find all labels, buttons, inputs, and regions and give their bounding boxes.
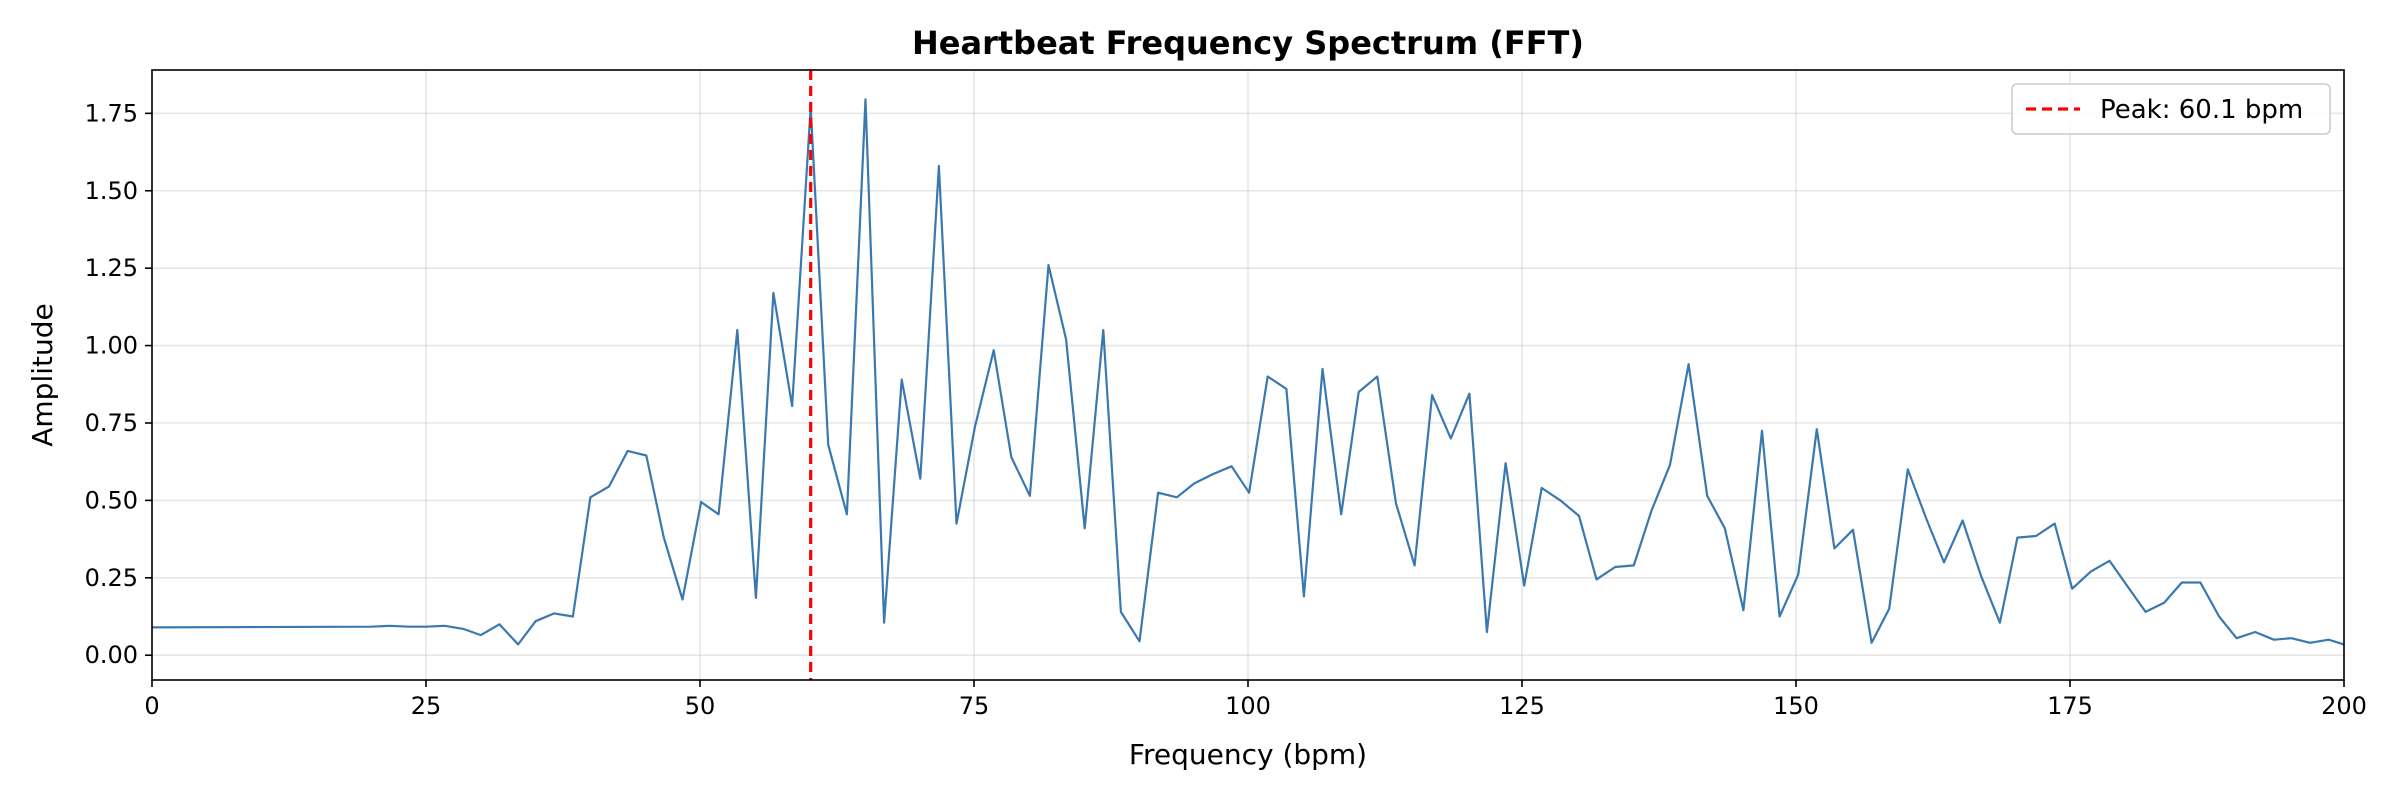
chart-title: Heartbeat Frequency Spectrum (FFT) (912, 24, 1584, 62)
legend-box (2011, 83, 2331, 135)
series-layer (151, 98, 2345, 646)
grid (151, 70, 2345, 680)
y-tick-label: 0.25 (85, 564, 138, 592)
ticks-layer: 0 25 50 75 100 125 150 175 200 0.00 0.25 0.50 0.75 1.… (85, 99, 2367, 720)
legend: Peak: 60.1 bpm (2011, 83, 2331, 135)
y-tick-label: 1.50 (85, 177, 138, 205)
x-tick-label: 75 (959, 692, 990, 720)
x-axis-label: Frequency (bpm) (1129, 738, 1367, 771)
x-tick-label: 100 (1225, 692, 1271, 720)
y-tick-label: 1.25 (85, 254, 138, 282)
y-tick-label: 1.00 (85, 332, 138, 360)
x-tick-label: 50 (685, 692, 716, 720)
x-tick-label: 0 (144, 692, 159, 720)
x-tick-label: 125 (1499, 692, 1545, 720)
x-tick-label: 150 (1773, 692, 1819, 720)
x-tick-label: 200 (2321, 692, 2367, 720)
y-tick-label: 0.50 (85, 486, 138, 514)
y-tick-label: 1.75 (85, 99, 138, 127)
legend-peak-label: Peak: 60.1 bpm (2100, 95, 2303, 125)
x-tick-label: 25 (411, 692, 442, 720)
y-tick-label: 0.00 (85, 641, 138, 669)
x-tick-label: 175 (2047, 692, 2093, 720)
y-axis-label: Amplitude (26, 303, 59, 447)
spectrum-line (151, 98, 2345, 646)
y-tick-label: 0.75 (85, 409, 138, 437)
